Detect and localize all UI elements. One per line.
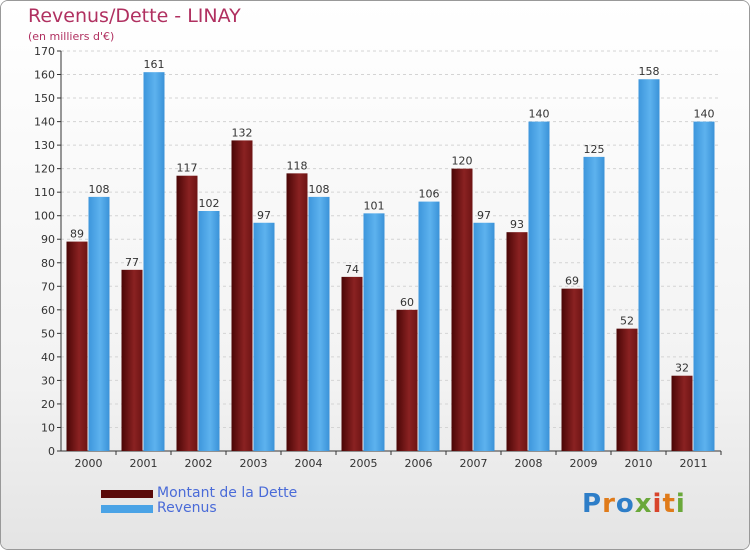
y-tick-label: 80 — [41, 257, 55, 270]
x-tick-label: 2011 — [680, 457, 708, 470]
legend-swatch-dette — [101, 490, 153, 498]
y-tick-label: 0 — [48, 445, 55, 458]
data-label-revenus: 108 — [89, 183, 110, 196]
y-tick-label: 90 — [41, 233, 55, 246]
data-label-dette: 74 — [345, 263, 359, 276]
y-tick-label: 120 — [34, 163, 55, 176]
bar-revenus — [528, 121, 550, 452]
data-label-dette: 69 — [565, 275, 579, 288]
bar-revenus — [583, 156, 605, 451]
legend-label-dette: Montant de la Dette — [157, 485, 298, 501]
data-label-revenus: 161 — [144, 58, 165, 71]
legend-swatch-revenus — [101, 505, 153, 513]
x-tick-label: 2010 — [625, 457, 653, 470]
data-label-revenus: 102 — [199, 197, 220, 210]
bar-dette — [506, 232, 528, 451]
x-tick-label: 2003 — [240, 457, 268, 470]
data-label-revenus: 108 — [309, 183, 330, 196]
data-label-dette: 117 — [177, 162, 198, 175]
bar-revenus — [418, 201, 440, 451]
y-tick-label: 110 — [34, 186, 55, 199]
y-tick-label: 160 — [34, 69, 55, 82]
chart-title: Revenus/Dette - LINAY — [28, 5, 241, 27]
y-tick-label: 30 — [41, 374, 55, 387]
bar-dette — [561, 288, 583, 451]
x-tick-label: 2007 — [460, 457, 488, 470]
bar-revenus — [473, 222, 495, 451]
data-label-dette: 89 — [70, 228, 84, 241]
bar-revenus — [88, 196, 110, 451]
bar-dette — [451, 168, 473, 451]
bar-revenus — [363, 213, 385, 451]
chart-subtitle: (en milliers d'€) — [28, 30, 115, 43]
y-tick-label: 130 — [34, 139, 55, 152]
data-label-revenus: 125 — [584, 143, 605, 156]
x-tick-label: 2000 — [75, 457, 103, 470]
data-label-revenus: 140 — [529, 108, 550, 121]
y-tick-label: 140 — [34, 116, 55, 129]
y-tick-label: 70 — [41, 280, 55, 293]
data-label-revenus: 97 — [477, 209, 491, 222]
y-tick-label: 50 — [41, 327, 55, 340]
legend-label-revenus: Revenus — [157, 500, 217, 516]
bar-revenus — [198, 211, 220, 451]
bar-dette — [396, 309, 418, 451]
x-tick-label: 2009 — [570, 457, 598, 470]
bar-dette — [671, 375, 693, 451]
bar-revenus — [693, 121, 715, 452]
data-label-revenus: 158 — [639, 65, 660, 78]
proxiti-logo: Proxiti — [582, 489, 686, 519]
x-tick-label: 2005 — [350, 457, 378, 470]
bar-revenus — [253, 222, 275, 451]
bar-dette — [66, 241, 88, 451]
data-label-revenus: 106 — [419, 188, 440, 201]
x-tick-label: 2002 — [185, 457, 213, 470]
y-tick-label: 170 — [34, 45, 55, 58]
y-tick-label: 40 — [41, 351, 55, 364]
x-tick-label: 2001 — [130, 457, 158, 470]
bar-dette — [286, 173, 308, 451]
data-label-dette: 77 — [125, 256, 139, 269]
y-tick-label: 100 — [34, 210, 55, 223]
bar-dette — [616, 328, 638, 451]
y-tick-label: 20 — [41, 398, 55, 411]
data-label-dette: 52 — [620, 315, 634, 328]
data-label-dette: 32 — [675, 362, 689, 375]
data-label-dette: 60 — [400, 296, 414, 309]
x-tick-label: 2006 — [405, 457, 433, 470]
x-tick-label: 2004 — [295, 457, 323, 470]
bar-revenus — [143, 72, 165, 452]
y-tick-label: 150 — [34, 92, 55, 105]
data-label-dette: 93 — [510, 218, 524, 231]
bar-dette — [231, 140, 253, 452]
data-label-revenus: 97 — [257, 209, 271, 222]
bar-dette — [176, 175, 198, 452]
x-tick-label: 2008 — [515, 457, 543, 470]
data-label-dette: 120 — [452, 155, 473, 168]
data-label-dette: 118 — [287, 159, 308, 172]
bar-revenus — [308, 196, 330, 451]
data-label-revenus: 140 — [694, 108, 715, 121]
data-label-revenus: 101 — [364, 199, 385, 212]
y-tick-label: 10 — [41, 421, 55, 434]
bar-dette — [341, 276, 363, 451]
bar-dette — [121, 269, 143, 451]
data-label-dette: 132 — [232, 126, 253, 139]
bar-revenus — [638, 79, 660, 451]
y-tick-label: 60 — [41, 304, 55, 317]
